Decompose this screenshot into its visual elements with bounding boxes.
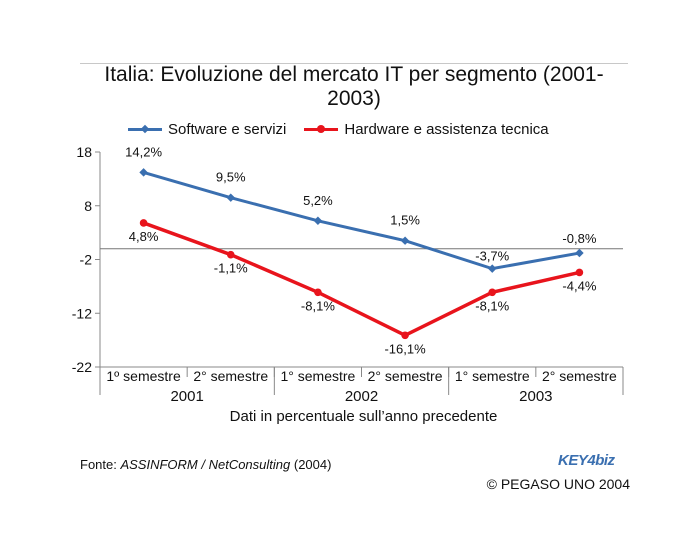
- data-label: 1,5%: [390, 213, 420, 228]
- data-point: [139, 219, 148, 227]
- group-label: 2002: [345, 388, 378, 405]
- data-point: [314, 288, 322, 297]
- x-tick-label: 2° semestre: [368, 368, 443, 384]
- data-label: 9,5%: [216, 170, 246, 185]
- legend-swatch-software: [128, 124, 162, 134]
- data-point: [488, 264, 497, 273]
- legend-item-software: Software e servizi: [128, 121, 286, 138]
- data-label: -8,1%: [301, 298, 335, 313]
- group-label: 2001: [170, 388, 203, 405]
- data-label: -8,1%: [475, 298, 509, 313]
- key4biz-logo: KEY4biz: [558, 452, 615, 469]
- y-tick-label: -22: [72, 359, 92, 375]
- data-label: 14,2%: [125, 144, 162, 159]
- data-label: -4,4%: [562, 278, 596, 293]
- legend-label-software: Software e servizi: [168, 121, 287, 138]
- series-line-0: [143, 170, 580, 271]
- x-tick-label: 1° semestre: [280, 368, 355, 384]
- x-axis-title: Dati in percentuale sull’anno precedente: [230, 408, 498, 425]
- y-tick-label: 18: [76, 144, 92, 160]
- data-point: [488, 288, 497, 297]
- data-label: -0,8%: [562, 231, 596, 246]
- y-tick-label: -2: [80, 252, 93, 268]
- chart-title: Italia: Evoluzione del mercato IT per se…: [104, 63, 604, 110]
- data-point: [313, 216, 323, 226]
- legend-label-hardware: Hardware e assistenza tecnica: [344, 121, 549, 138]
- x-tick-label: 1° semestre: [455, 368, 530, 384]
- y-tick-label: 8: [84, 198, 92, 214]
- title-rule: [80, 63, 628, 64]
- chart-legend: Software e servizi Hardware e assistenza…: [128, 121, 567, 138]
- data-point: [226, 193, 235, 202]
- x-tick-label: 1º semestre: [106, 368, 181, 384]
- x-tick-label: 2° semestre: [542, 368, 617, 384]
- data-point: [401, 331, 409, 340]
- copyright: © PEGASO UNO 2004: [486, 476, 630, 492]
- legend-swatch-hardware: [304, 125, 339, 133]
- data-point: [139, 168, 148, 177]
- data-label: 5,2%: [303, 193, 333, 208]
- data-point: [226, 250, 235, 259]
- data-label: -1,1%: [214, 261, 248, 276]
- data-label: 4,8%: [129, 229, 159, 244]
- x-tick-label: 2° semestre: [193, 368, 268, 384]
- data-label: -16,1%: [384, 341, 426, 356]
- data-label: -3,7%: [475, 249, 509, 264]
- legend-item-hardware: Hardware e assistenza tecnica: [304, 121, 549, 138]
- y-tick-label: -12: [72, 305, 92, 321]
- data-point: [400, 236, 410, 245]
- data-point: [575, 248, 584, 258]
- source-note: Fonte: ASSINFORM / NetConsulting (2004): [80, 457, 332, 472]
- series-line-1: [142, 221, 580, 338]
- group-label: 2003: [519, 388, 552, 405]
- data-point: [575, 268, 584, 277]
